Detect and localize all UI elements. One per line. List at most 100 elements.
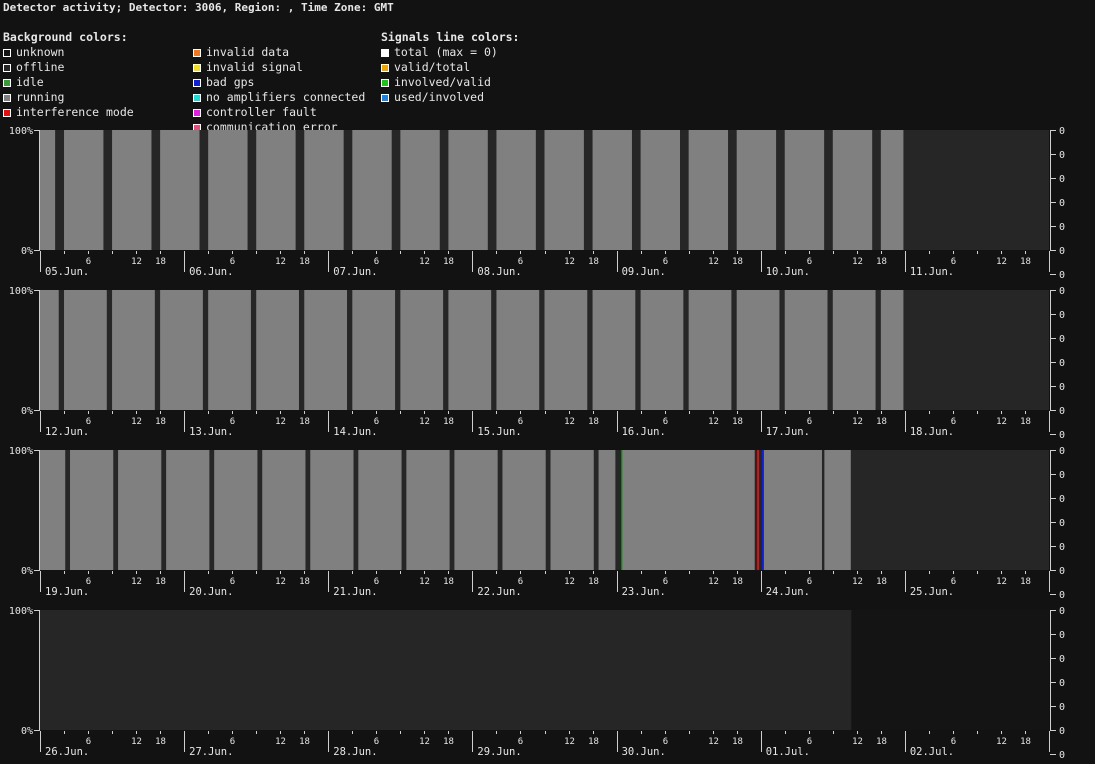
- day-label: 21.Jun.: [333, 586, 377, 598]
- hour-tick-label: 12: [275, 737, 286, 747]
- running-period: [832, 130, 873, 250]
- no-data-area: [851, 610, 1049, 730]
- running-period: [784, 290, 828, 410]
- legend-label: used/involved: [394, 90, 485, 104]
- hour-tick-label: 18: [876, 577, 887, 587]
- hour-tick-label: 18: [299, 257, 310, 267]
- page-title: Detector activity; Detector: 3006, Regio…: [3, 1, 394, 14]
- signals-legend: Signals line colors: total (max = 0) vali…: [381, 30, 519, 105]
- running-period: [160, 290, 203, 410]
- day-label: 19.Jun.: [45, 586, 89, 598]
- running-period: [640, 130, 680, 250]
- hour-tick-label: 18: [443, 737, 454, 747]
- hour-tick-label: 6: [951, 737, 956, 747]
- right-tick-label: 0: [1059, 702, 1065, 713]
- hour-tick-label: 18: [155, 417, 166, 427]
- hour-tick-label: 12: [275, 257, 286, 267]
- y-tick-label: 0%: [21, 566, 33, 577]
- hour-tick-label: 18: [443, 417, 454, 427]
- legend-label: bad gps: [206, 75, 255, 89]
- right-tick-label: 0: [1059, 446, 1065, 457]
- hour-tick-label: 18: [299, 417, 310, 427]
- hour-tick-label: 6: [86, 417, 91, 427]
- right-tick-label: 0: [1059, 678, 1065, 689]
- running-period: [502, 450, 546, 570]
- hour-tick-label: 18: [1020, 417, 1031, 427]
- running-period: [736, 130, 777, 250]
- day-label: 29.Jun.: [477, 746, 521, 758]
- hour-tick-label: 6: [230, 577, 235, 587]
- right-tick-label: 0: [1059, 542, 1065, 553]
- legend-swatch: [381, 93, 389, 102]
- running-period: [544, 130, 584, 250]
- right-tick-label: 0: [1059, 590, 1065, 601]
- hour-tick-label: 6: [86, 257, 91, 267]
- offline-period: [40, 610, 851, 730]
- right-tick-label: 0: [1059, 334, 1065, 345]
- running-period: [256, 130, 296, 250]
- running-period: [112, 130, 152, 250]
- legend-label: invalid signal: [206, 60, 303, 74]
- hour-tick-label: 18: [1020, 737, 1031, 747]
- hour-tick-label: 18: [155, 257, 166, 267]
- right-tick-label: 0: [1059, 358, 1065, 369]
- legend-swatch: [193, 108, 201, 117]
- running-period: [310, 450, 354, 570]
- day-label: 10.Jun.: [766, 266, 810, 278]
- day-label: 07.Jun.: [333, 266, 377, 278]
- running-period: [454, 450, 498, 570]
- legend-swatch: [381, 78, 389, 87]
- hour-tick-label: 6: [230, 737, 235, 747]
- running-period: [40, 290, 59, 410]
- hour-tick-label: 18: [155, 737, 166, 747]
- hour-tick-label: 12: [996, 737, 1007, 747]
- right-tick-label: 0: [1059, 126, 1065, 137]
- hour-tick-label: 18: [732, 417, 743, 427]
- legend-swatch: [3, 63, 11, 72]
- legend-swatch: [193, 78, 201, 87]
- signals-legend-heading: Signals line colors:: [381, 30, 520, 44]
- y-tick-label: 100%: [9, 286, 33, 297]
- running-period: [736, 290, 780, 410]
- running-period: [448, 290, 492, 410]
- running-period: [262, 450, 306, 570]
- background-legend-heading: Background colors:: [3, 30, 128, 44]
- legend-item: unknown: [3, 45, 134, 60]
- legend-label: interference mode: [16, 105, 134, 119]
- hour-tick-label: 12: [852, 257, 863, 267]
- running-period: [550, 450, 594, 570]
- day-label: 24.Jun.: [766, 586, 810, 598]
- day-label: 14.Jun.: [333, 426, 377, 438]
- right-tick-label: 0: [1059, 382, 1065, 393]
- hour-tick-label: 12: [996, 257, 1007, 267]
- right-tick-label: 0: [1059, 518, 1065, 529]
- running-period: [592, 130, 632, 250]
- running-period: [880, 130, 904, 250]
- legend-label: valid/total: [394, 60, 471, 74]
- hour-tick-label: 12: [131, 257, 142, 267]
- running-period: [592, 290, 636, 410]
- legend-label: offline: [16, 60, 65, 74]
- running-period: [256, 290, 299, 410]
- day-label: 12.Jun.: [45, 426, 89, 438]
- day-label: 22.Jun.: [477, 586, 521, 598]
- day-label: 28.Jun.: [333, 746, 377, 758]
- day-label: 11.Jun.: [910, 266, 954, 278]
- running-period: [622, 450, 755, 570]
- hour-tick-label: 6: [374, 417, 379, 427]
- legend-item: bad gps: [193, 75, 365, 90]
- hour-tick-label: 18: [588, 577, 599, 587]
- hour-tick-label: 12: [708, 737, 719, 747]
- hour-tick-label: 6: [951, 417, 956, 427]
- right-tick-label: 0: [1059, 150, 1065, 161]
- legend-swatch: [3, 48, 11, 57]
- right-tick-label: 0: [1059, 270, 1065, 281]
- running-period: [448, 130, 488, 250]
- running-period: [824, 450, 851, 570]
- hour-tick-label: 6: [230, 417, 235, 427]
- hour-tick-label: 6: [86, 577, 91, 587]
- y-tick-label: 100%: [9, 606, 33, 617]
- legend-label: total (max = 0): [394, 45, 498, 59]
